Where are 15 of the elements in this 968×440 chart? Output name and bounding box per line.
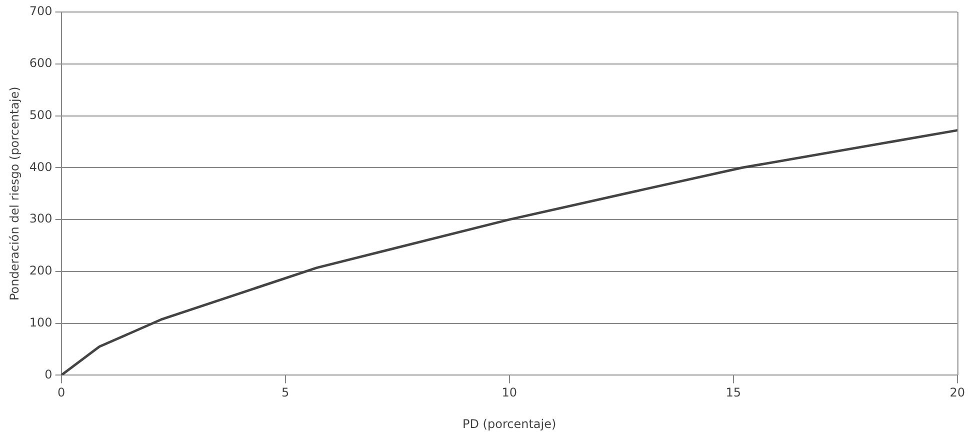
y-tick-label: 0 [44,367,52,382]
y-tick-label: 400 [29,160,52,174]
y-tick-label: 500 [29,108,52,122]
x-tick-label: 10 [502,386,517,400]
x-tick-label: 20 [950,386,966,400]
x-axis-title: PD (porcentaje) [462,416,556,431]
y-tick-label: 200 [29,264,52,278]
y-tick-label: 700 [29,4,52,18]
y-axis-title: Ponderación del riesgo (porcentaje) [7,86,22,301]
y-tick-label: 100 [29,315,52,330]
y-tick-label: 600 [29,56,52,70]
x-tick-label: 0 [57,386,66,400]
x-tick-label: 15 [726,386,741,400]
y-tick-label: 300 [29,212,52,226]
x-tick-label: 5 [282,386,290,400]
